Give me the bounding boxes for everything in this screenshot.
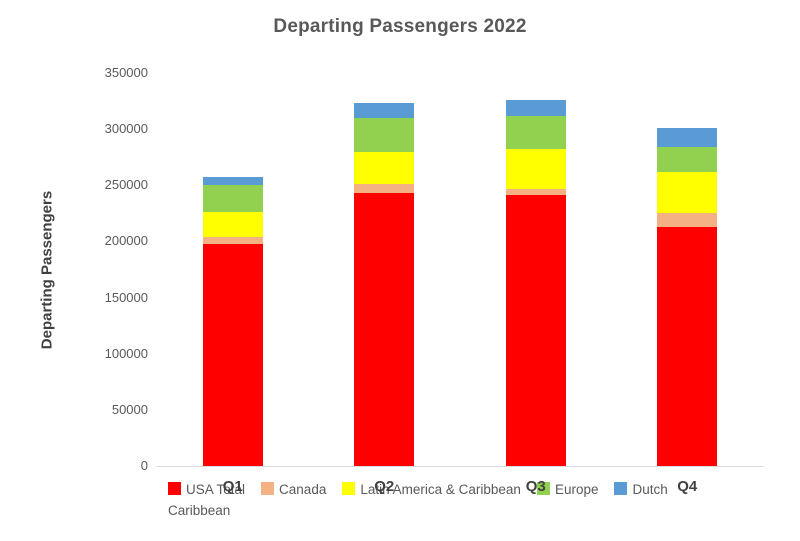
legend-swatch-icon <box>342 482 356 495</box>
legend-swatch-icon <box>261 482 275 495</box>
y-axis-title: Departing Passengers <box>38 190 56 350</box>
legend-label: Europe <box>554 482 599 497</box>
segment-q4-canada <box>657 213 718 227</box>
segment-q4-usa-total <box>657 226 718 466</box>
legend-swatch-icon <box>168 482 181 495</box>
segment-q3-europe <box>505 115 566 150</box>
legend-label: Latin America & Caribbean <box>360 482 521 497</box>
x-axis-line <box>157 466 763 467</box>
legend-item-dutch-caribbean: Dutch Caribbean <box>168 482 668 518</box>
y-tick-label: 50000 <box>111 401 148 417</box>
legend-item-usa-total: USA Total <box>168 482 245 497</box>
y-tick-label: 0 <box>140 458 148 473</box>
segment-q1-europe <box>202 185 263 213</box>
y-tick-label: 100000 <box>104 345 148 361</box>
y-tick-label: 250000 <box>104 177 148 193</box>
y-tick-label: 300000 <box>104 121 148 137</box>
segment-q3-usa-total <box>505 195 566 466</box>
legend-label: USA Total <box>186 482 246 497</box>
segment-q1-canada <box>202 236 263 244</box>
legend-label: Canada <box>279 482 327 497</box>
x-category-label-q3: Q3 <box>525 478 546 495</box>
segment-q1-dutch-caribbean <box>202 177 263 186</box>
legend-item-latin-america-caribbean: Latin America & Caribbean <box>342 482 521 497</box>
legend-swatch-icon <box>536 482 550 495</box>
y-tick-label: 150000 <box>104 289 148 305</box>
segment-q1-usa-total <box>202 243 263 466</box>
segment-q3-canada <box>505 188 566 196</box>
y-tick-label: 200000 <box>104 233 148 249</box>
segment-q4-dutch-caribbean <box>657 128 718 148</box>
segment-q2-canada <box>354 184 415 194</box>
segment-q2-latin-america-caribbean <box>354 151 415 185</box>
legend-item-canada: Canada <box>261 482 326 497</box>
segment-q3-dutch-caribbean <box>505 99 566 116</box>
bar-q1 <box>202 177 263 466</box>
segment-q2-europe <box>354 117 415 152</box>
legend: USA Total Canada Latin America & Caribbean… <box>168 479 718 521</box>
segment-q3-latin-america-caribbean <box>505 149 566 189</box>
segment-q2-dutch-caribbean <box>354 103 415 118</box>
x-category-label-q4: Q4 <box>677 478 698 495</box>
bar-q2 <box>354 103 415 466</box>
y-tick-label: 350000 <box>104 65 148 80</box>
segment-q4-europe <box>657 147 718 172</box>
segment-q2-usa-total <box>354 193 415 466</box>
bar-q4 <box>657 128 718 466</box>
x-category-label-q2: Q2 <box>374 478 395 495</box>
chart-title: Departing Passengers 2022 <box>273 16 527 37</box>
segment-q1-latin-america-caribbean <box>202 212 263 237</box>
segment-q4-latin-america-caribbean <box>657 171 718 214</box>
x-category-label-q1: Q1 <box>222 478 243 495</box>
legend-swatch-icon <box>614 482 628 495</box>
bar-q3 <box>505 99 566 466</box>
legend-item-europe: Europe <box>536 482 599 497</box>
legend-label: Dutch Caribbean <box>168 482 668 518</box>
